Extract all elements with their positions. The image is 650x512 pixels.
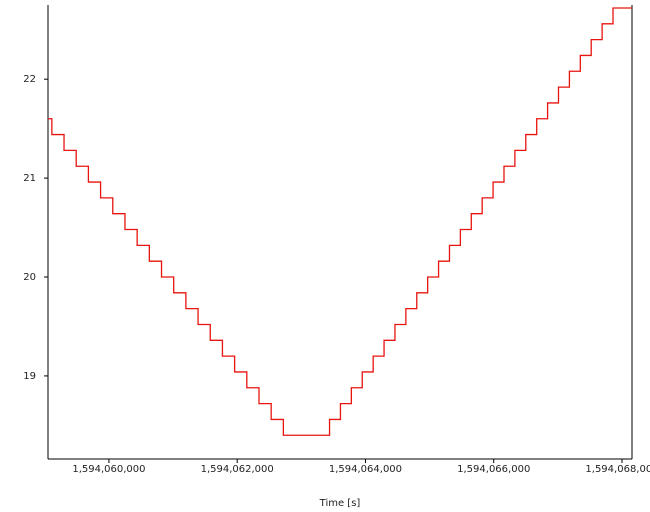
- y-tick-label: 19: [23, 371, 36, 382]
- y-tick-label: 21: [23, 173, 36, 184]
- y-tick-label: 20: [23, 272, 36, 283]
- x-tick-label: 1,594,060,000: [72, 464, 145, 475]
- y-tick-label: 22: [23, 74, 36, 85]
- data-line: [48, 7, 632, 436]
- x-tick-label: 1,594,062,000: [201, 464, 274, 475]
- x-tick-label: 1,594,064,000: [329, 464, 402, 475]
- x-tick-label: 1,594,066,000: [457, 464, 530, 475]
- x-axis-label: Time [s]: [319, 498, 361, 509]
- x-tick-label: 1,594,068,000: [585, 464, 650, 475]
